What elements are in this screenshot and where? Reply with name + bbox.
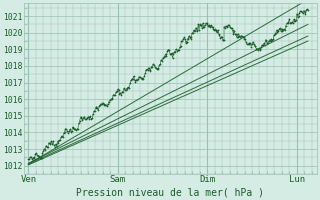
X-axis label: Pression niveau de la mer( hPa ): Pression niveau de la mer( hPa ) [76, 187, 264, 197]
